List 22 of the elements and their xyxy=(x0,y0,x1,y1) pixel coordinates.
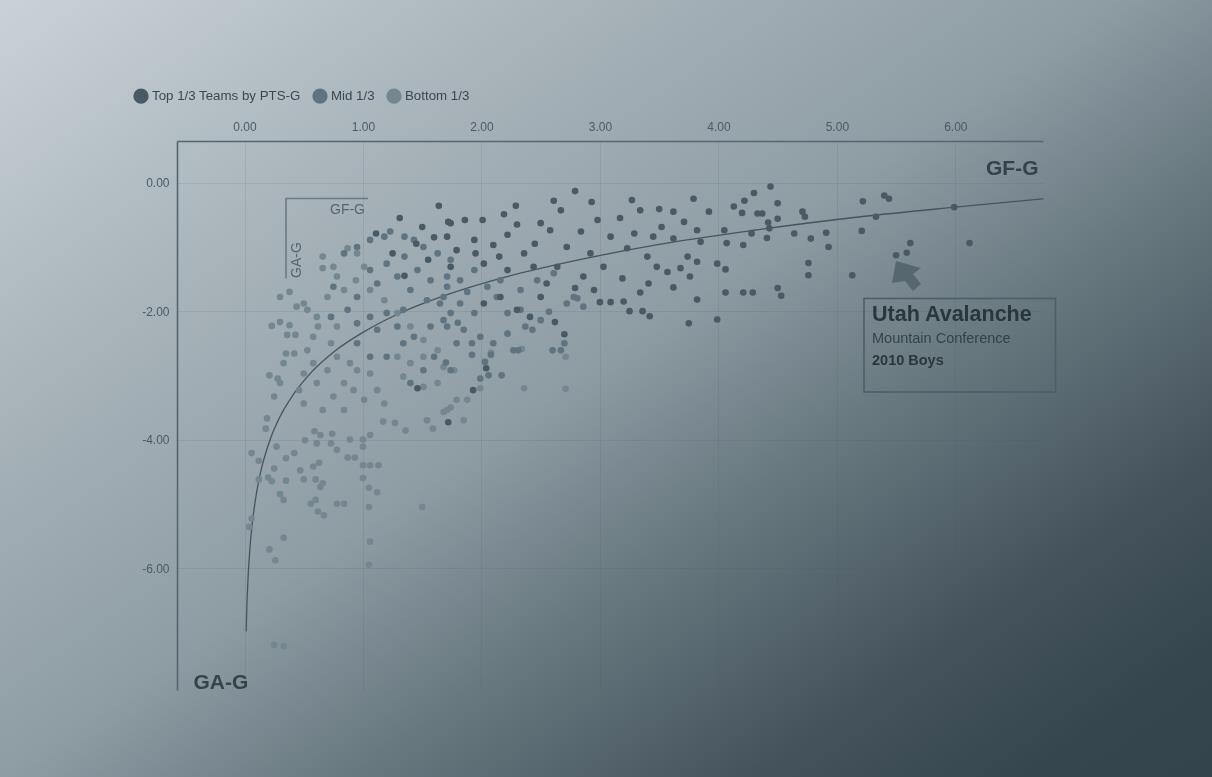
annotation: GF-G xyxy=(330,201,365,217)
text: Mountain Conference xyxy=(872,329,1011,346)
x-tick-label: 0.00 xyxy=(233,119,258,134)
x-tick-label: 4.00 xyxy=(707,119,731,134)
y-tick-label: 0.00 xyxy=(146,176,170,191)
annotation: GA-G xyxy=(287,242,304,278)
x-tick-label: 3.00 xyxy=(588,119,613,134)
x-tick-label: 1.00 xyxy=(351,119,376,134)
annotation: 2010 Boys xyxy=(872,352,944,368)
text: Utah Avalanche xyxy=(872,302,1032,326)
y-axis-title: GA-G xyxy=(193,669,249,693)
legend-label: Bottom 1/3 xyxy=(405,88,470,104)
y-tick-label: -4.00 xyxy=(142,433,170,448)
line-series xyxy=(245,198,1044,632)
x-tick-label: 5.00 xyxy=(825,119,850,134)
y-tick-label: -6.00 xyxy=(142,561,170,576)
legend-label: Top 1/3 Teams by PTS-G xyxy=(152,88,301,104)
x-axis-title: GF-G xyxy=(986,155,1039,179)
y-tick-label: -2.00 xyxy=(142,304,170,319)
legend-label: Mid 1/3 xyxy=(331,88,375,104)
x-tick-label: 2.00 xyxy=(470,119,494,134)
x-tick-label: 6.00 xyxy=(944,119,968,134)
